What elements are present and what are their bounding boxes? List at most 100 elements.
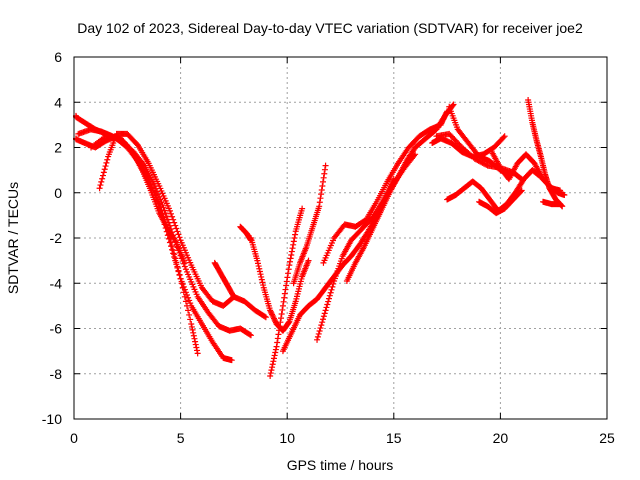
data-point: [285, 270, 292, 277]
data-point: [162, 210, 169, 217]
data-point: [320, 316, 327, 323]
data-point: [170, 216, 177, 223]
data-point: [322, 307, 329, 314]
data-point: [319, 319, 326, 326]
data-point: [168, 210, 175, 217]
y-axis-label: SDTVAR / TECUs: [5, 182, 21, 294]
data-point: [262, 314, 269, 321]
data-point: [188, 320, 195, 327]
data-point: [305, 257, 312, 264]
data-point: [246, 331, 253, 338]
grid: [74, 57, 607, 419]
y-axis-ticks: -10 -8 -6 -4 -2 0 2 4 6: [42, 49, 607, 427]
data-point: [185, 307, 192, 314]
data-point: [96, 185, 103, 192]
data-point: [103, 159, 110, 166]
data-point: [557, 201, 564, 208]
data-point: [172, 238, 179, 245]
data-point: [100, 169, 107, 176]
x-tick-label: 5: [177, 430, 185, 446]
data-point: [157, 196, 164, 203]
data-point: [228, 357, 235, 364]
data-point: [190, 329, 197, 336]
data-point: [299, 205, 306, 212]
data-point: [281, 294, 288, 301]
data-point: [284, 274, 291, 281]
data-point: [285, 319, 292, 326]
data-point: [449, 102, 456, 109]
data-point: [290, 241, 297, 248]
data-point: [163, 213, 170, 220]
data-point: [247, 332, 254, 339]
data-point: [561, 192, 568, 199]
data-point: [270, 315, 277, 322]
data-point: [170, 250, 177, 257]
series-arc-8: [247, 235, 312, 334]
data-point: [98, 178, 105, 185]
data-point: [173, 261, 180, 268]
x-tick-label: 25: [599, 430, 615, 446]
data-point: [181, 259, 188, 266]
data-point: [230, 292, 237, 299]
data-point: [330, 280, 337, 287]
data-point: [277, 319, 284, 326]
data-point: [102, 163, 109, 170]
data-point: [273, 343, 280, 350]
data-point: [191, 335, 198, 342]
data-point: [267, 308, 274, 315]
data-point: [315, 330, 322, 337]
data-point: [279, 306, 286, 313]
data-point: [159, 201, 166, 208]
data-point: [324, 301, 331, 308]
data-point: [290, 238, 297, 245]
data-point: [271, 352, 278, 359]
data-point: [329, 283, 336, 290]
data-point: [175, 231, 182, 238]
data-point: [269, 312, 276, 319]
data-point: [319, 182, 326, 189]
x-tick-label: 20: [493, 430, 509, 446]
data-point: [169, 246, 176, 253]
data-point: [192, 341, 199, 348]
data-point: [272, 318, 279, 325]
data-point: [271, 316, 278, 323]
data-point: [267, 373, 274, 380]
data-point: [269, 364, 276, 371]
data-point: [99, 172, 106, 179]
data-point: [500, 134, 507, 141]
data-point: [270, 358, 277, 365]
data-point: [254, 260, 261, 267]
y-tick-label: 6: [54, 49, 62, 65]
data-point: [261, 313, 268, 320]
data-point: [328, 286, 335, 293]
data-point: [260, 282, 267, 289]
data-point: [180, 283, 187, 290]
y-tick-label: -10: [42, 411, 62, 427]
data-point: [276, 327, 283, 334]
data-point: [285, 266, 292, 273]
data-point: [286, 262, 293, 269]
data-point: [187, 300, 194, 307]
data-point: [155, 191, 162, 198]
data-point: [174, 264, 181, 271]
data-point: [278, 311, 285, 318]
data-point: [287, 255, 294, 262]
data-point: [99, 175, 106, 182]
data-point: [318, 322, 325, 329]
data-point: [279, 302, 286, 309]
data-point: [323, 304, 330, 311]
data-point: [272, 346, 279, 353]
y-tick-label: 4: [54, 94, 62, 110]
data-point: [316, 203, 323, 210]
data-point: [258, 276, 265, 283]
data-point: [269, 311, 276, 318]
data-point: [450, 101, 457, 108]
data-point: [192, 338, 199, 345]
data-point: [268, 367, 275, 374]
data-point: [316, 327, 323, 334]
data-point: [557, 187, 564, 194]
data-markers: [73, 96, 568, 380]
data-point: [286, 258, 293, 265]
data-point: [177, 275, 184, 282]
data-point: [322, 162, 329, 169]
